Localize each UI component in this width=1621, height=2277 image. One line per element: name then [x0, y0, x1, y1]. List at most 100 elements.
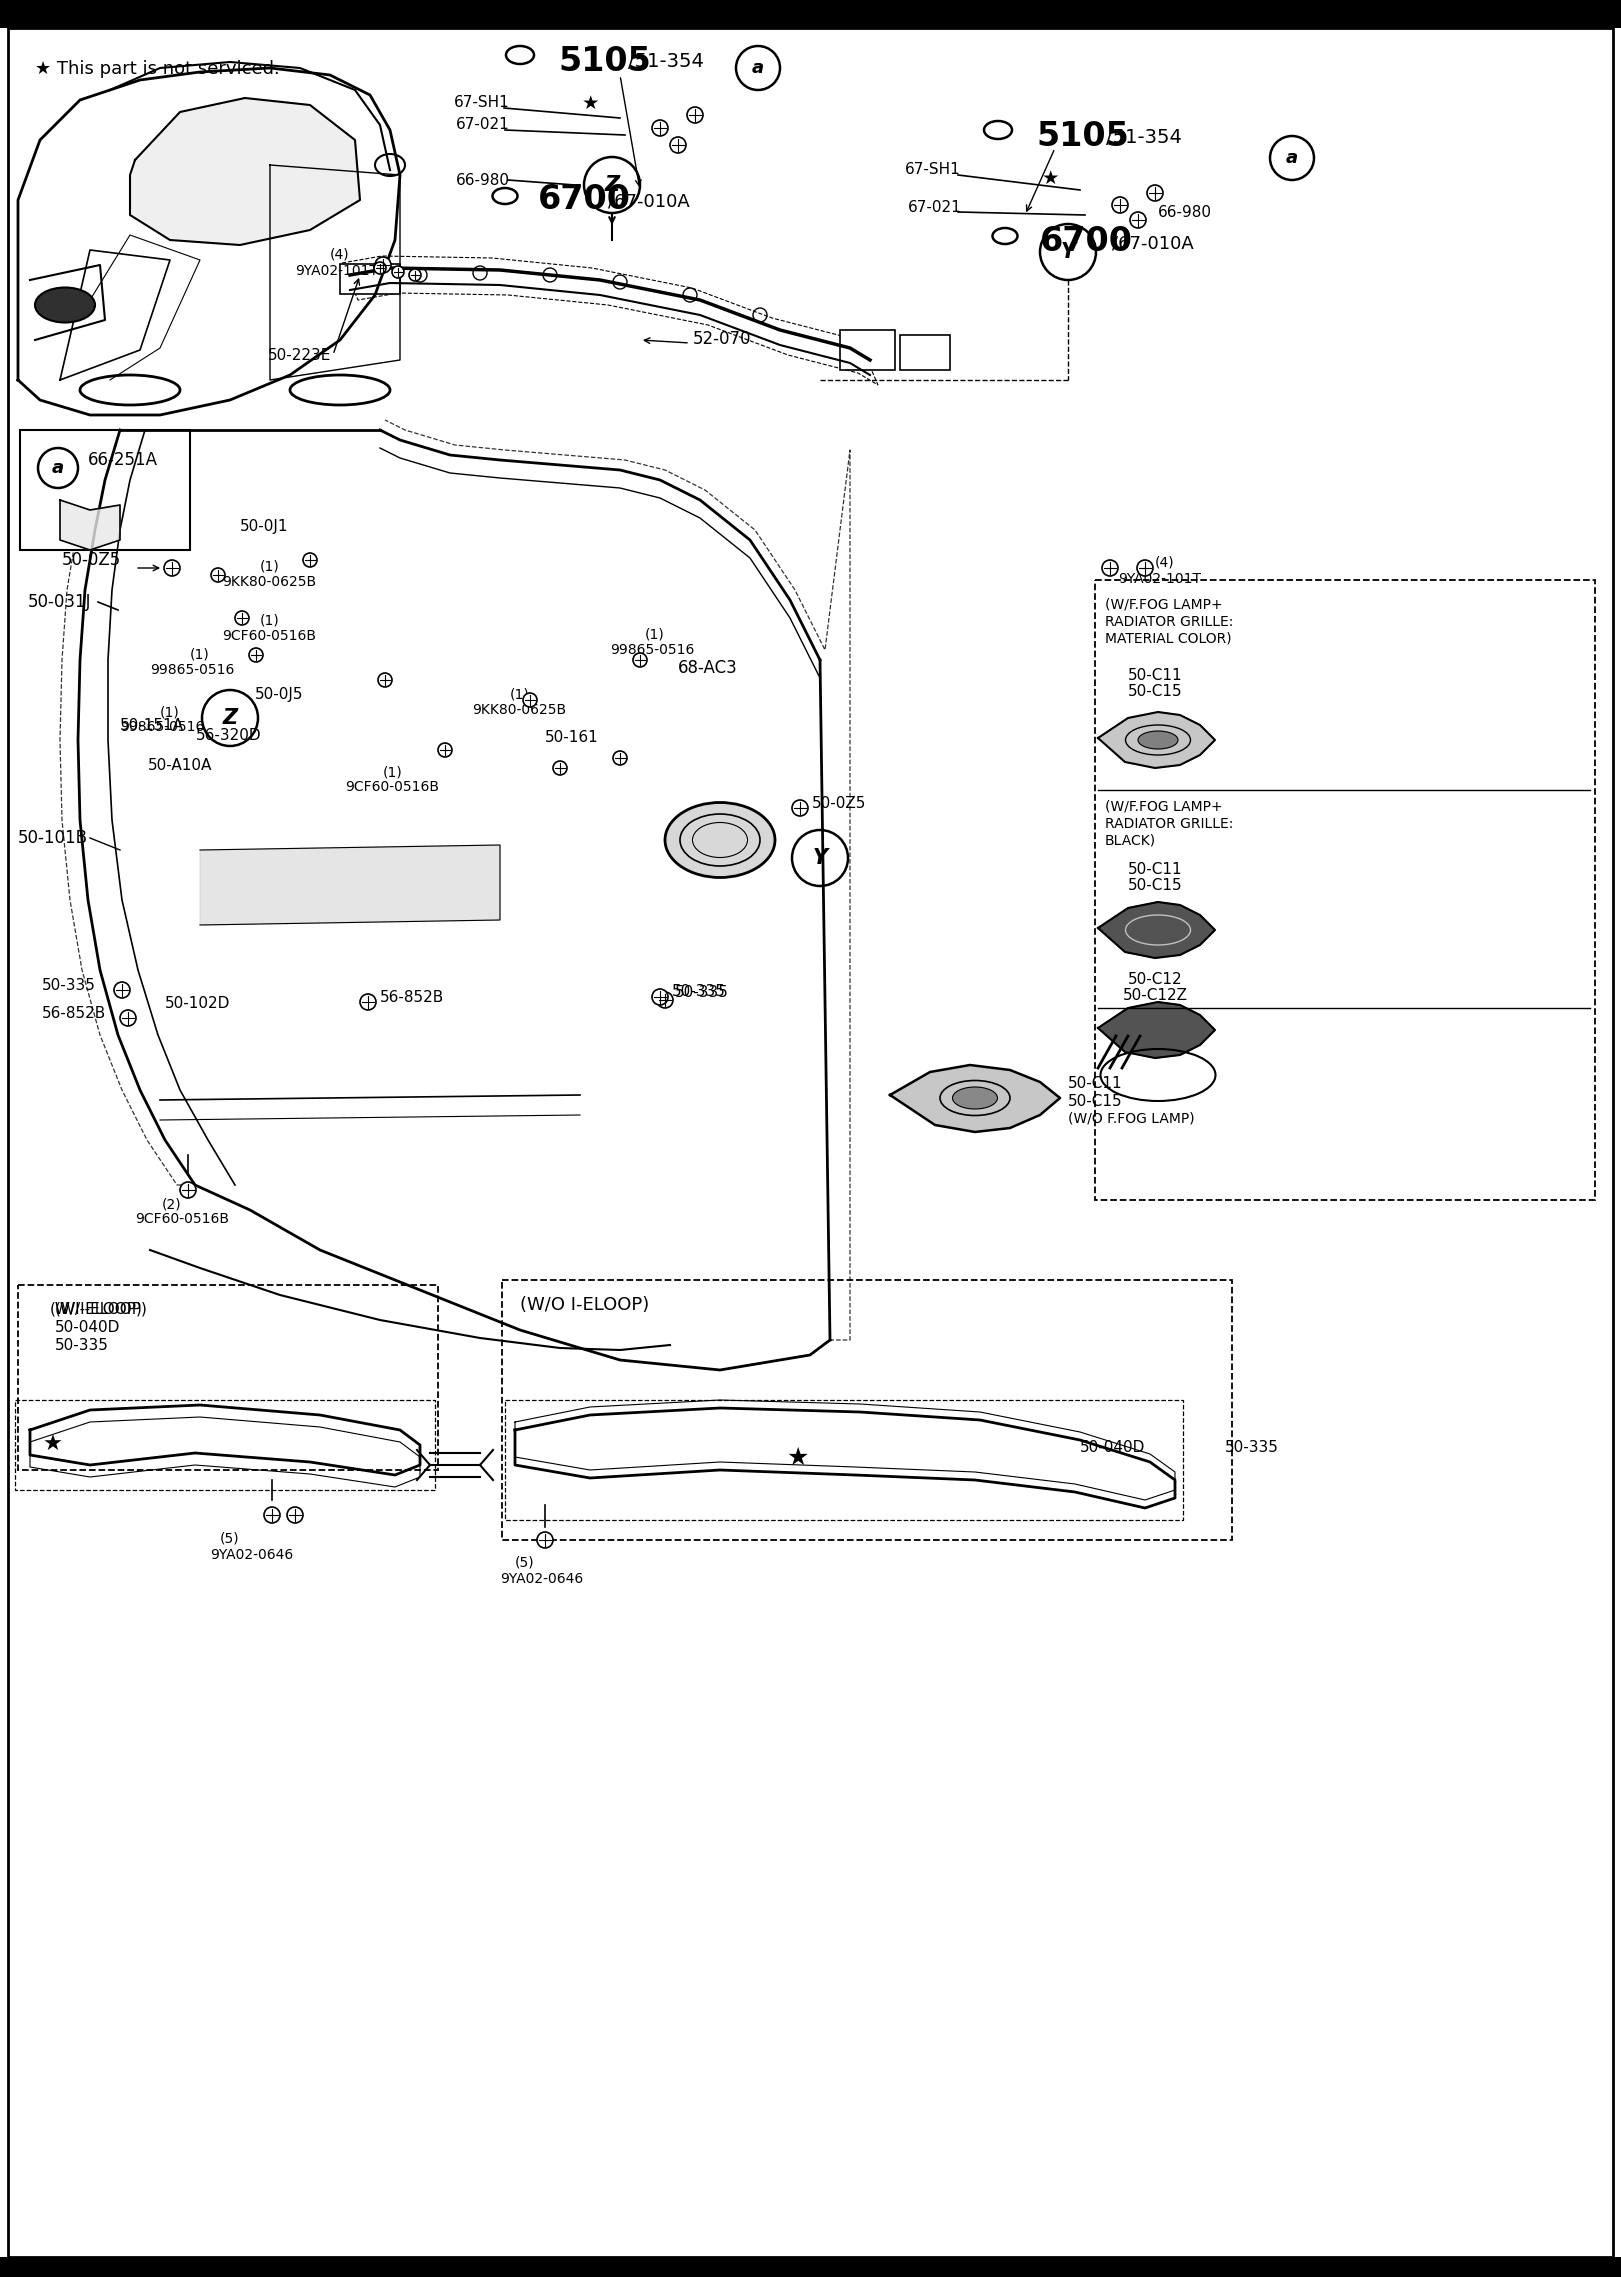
- Text: 50-151A: 50-151A: [120, 717, 185, 733]
- Text: (1): (1): [160, 706, 180, 720]
- Text: 50-C11: 50-C11: [1128, 863, 1182, 877]
- Text: Z: Z: [222, 708, 238, 729]
- Text: 50-C11: 50-C11: [1128, 667, 1182, 683]
- Text: 50-C15: 50-C15: [1128, 683, 1182, 699]
- Ellipse shape: [953, 1086, 997, 1109]
- Text: (1): (1): [511, 688, 530, 701]
- Text: 50-C11: 50-C11: [1068, 1077, 1123, 1091]
- Text: BLACK): BLACK): [1106, 833, 1156, 847]
- Text: /67-010A: /67-010A: [608, 194, 691, 212]
- Circle shape: [408, 269, 421, 280]
- Text: a: a: [1285, 148, 1298, 166]
- Bar: [18, 1284, 438, 1471]
- Circle shape: [211, 567, 225, 583]
- Ellipse shape: [665, 802, 775, 877]
- Polygon shape: [890, 1066, 1060, 1132]
- Text: 50-335: 50-335: [1225, 1439, 1279, 1455]
- Circle shape: [113, 981, 130, 997]
- Text: 50-A10A: 50-A10A: [148, 758, 212, 772]
- Text: (W/I-ELOOP): (W/I-ELOOP): [55, 1302, 148, 1316]
- Circle shape: [378, 674, 392, 688]
- Circle shape: [1136, 560, 1153, 576]
- Text: 67-SH1: 67-SH1: [454, 96, 509, 109]
- Circle shape: [120, 1011, 136, 1027]
- Text: 66-251A: 66-251A: [88, 451, 157, 469]
- Circle shape: [652, 121, 668, 137]
- Text: 9CF60-0516B: 9CF60-0516B: [135, 1211, 229, 1225]
- Text: RADIATOR GRILLE:: RADIATOR GRILLE:: [1106, 615, 1234, 628]
- Text: 50-335: 50-335: [674, 986, 729, 1000]
- Text: (1): (1): [383, 765, 402, 779]
- Polygon shape: [1097, 713, 1216, 767]
- Text: 67-021: 67-021: [908, 200, 961, 214]
- Text: 9KK80-0625B: 9KK80-0625B: [472, 704, 566, 717]
- Text: 56-852B: 56-852B: [379, 990, 444, 1004]
- Text: 50-0J1: 50-0J1: [240, 519, 289, 533]
- Bar: [0, 0, 1621, 27]
- Text: 9CF60-0516B: 9CF60-0516B: [222, 628, 316, 642]
- Text: 66-980: 66-980: [1157, 205, 1213, 221]
- Circle shape: [1148, 184, 1162, 200]
- Ellipse shape: [36, 287, 96, 323]
- Circle shape: [374, 257, 391, 273]
- Ellipse shape: [1138, 731, 1178, 749]
- Bar: [0, 2257, 1621, 2277]
- Circle shape: [687, 107, 704, 123]
- Text: ★ This part is not serviced.: ★ This part is not serviced.: [36, 59, 280, 77]
- Text: ★: ★: [582, 93, 598, 112]
- Text: 6700: 6700: [538, 182, 631, 216]
- Text: 99865-0516: 99865-0516: [609, 642, 694, 658]
- Text: 50-0J5: 50-0J5: [254, 688, 303, 704]
- Text: (1): (1): [645, 628, 665, 642]
- Text: 50-040D: 50-040D: [55, 1321, 120, 1334]
- Text: ★: ★: [786, 1446, 809, 1471]
- Text: 9YA02-101T: 9YA02-101T: [295, 264, 378, 278]
- Text: 67-021: 67-021: [456, 116, 509, 132]
- Circle shape: [657, 993, 673, 1009]
- Text: (W/F.FOG LAMP+: (W/F.FOG LAMP+: [1106, 799, 1222, 813]
- Circle shape: [537, 1532, 553, 1548]
- Text: (W/O F.FOG LAMP): (W/O F.FOG LAMP): [1068, 1111, 1195, 1127]
- Text: (5): (5): [220, 1532, 240, 1546]
- Circle shape: [303, 553, 318, 567]
- Text: 9YA02-0646: 9YA02-0646: [499, 1571, 584, 1587]
- Text: a: a: [52, 460, 65, 476]
- Text: 50-031J: 50-031J: [28, 592, 91, 610]
- Polygon shape: [199, 845, 499, 924]
- Text: (W/O I-ELOOP): (W/O I-ELOOP): [520, 1296, 650, 1314]
- Polygon shape: [60, 501, 120, 551]
- Text: (W/I-ELOOP): (W/I-ELOOP): [50, 1302, 143, 1316]
- Text: 50-C15: 50-C15: [1128, 879, 1182, 893]
- Bar: [1096, 581, 1595, 1200]
- Circle shape: [287, 1507, 303, 1523]
- Text: 56-852B: 56-852B: [42, 1006, 107, 1020]
- Text: 9CF60-0516B: 9CF60-0516B: [345, 781, 439, 795]
- Text: Z: Z: [605, 175, 619, 196]
- Bar: [900, 335, 950, 369]
- Text: RADIATOR GRILLE:: RADIATOR GRILLE:: [1106, 817, 1234, 831]
- Text: 68-AC3: 68-AC3: [678, 658, 738, 676]
- Text: Y: Y: [1060, 241, 1076, 262]
- Circle shape: [1112, 198, 1128, 214]
- Text: 50-040D: 50-040D: [1080, 1439, 1146, 1455]
- Circle shape: [793, 799, 807, 815]
- Text: 56-320D: 56-320D: [196, 729, 261, 742]
- Text: 50-161: 50-161: [545, 731, 598, 745]
- Circle shape: [374, 262, 386, 273]
- Circle shape: [360, 995, 376, 1011]
- Text: 5105: 5105: [558, 46, 652, 77]
- Text: 9YA02-0646: 9YA02-0646: [211, 1548, 293, 1562]
- Polygon shape: [130, 98, 360, 246]
- Text: a: a: [752, 59, 763, 77]
- Text: (4): (4): [331, 248, 350, 262]
- Text: (1): (1): [259, 615, 280, 628]
- Circle shape: [1130, 212, 1146, 228]
- Circle shape: [250, 649, 263, 663]
- Text: (4): (4): [1156, 556, 1175, 569]
- Text: /51-354: /51-354: [627, 52, 704, 71]
- Text: 5105: 5105: [1036, 121, 1128, 153]
- Text: (W/F.FOG LAMP+: (W/F.FOG LAMP+: [1106, 599, 1222, 613]
- Bar: [503, 1280, 1232, 1539]
- Bar: [840, 330, 895, 369]
- Text: 50-C12: 50-C12: [1128, 972, 1182, 986]
